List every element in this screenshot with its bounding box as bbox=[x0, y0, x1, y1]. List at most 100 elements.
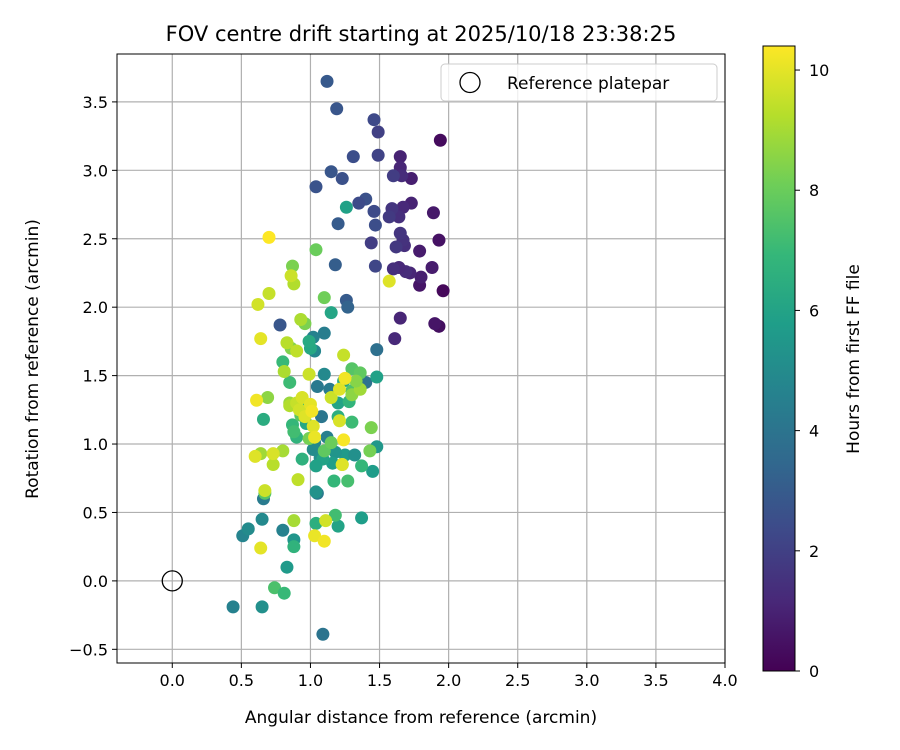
data-point bbox=[266, 458, 280, 472]
data-point bbox=[273, 318, 287, 332]
colorbar-tick-label: 6 bbox=[809, 301, 819, 320]
data-point bbox=[291, 473, 305, 487]
data-point bbox=[327, 474, 341, 488]
data-point bbox=[355, 511, 369, 525]
data-point bbox=[389, 240, 403, 254]
data-point bbox=[371, 148, 385, 162]
data-point bbox=[352, 196, 366, 210]
data-point bbox=[324, 391, 338, 405]
data-point bbox=[371, 125, 385, 139]
y-tick-label: 2.0 bbox=[83, 298, 108, 317]
colorbar-tick-label: 10 bbox=[809, 61, 829, 80]
data-point bbox=[268, 581, 282, 595]
data-point bbox=[287, 540, 301, 554]
data-point bbox=[317, 367, 331, 381]
data-point bbox=[308, 430, 322, 444]
data-point bbox=[370, 370, 384, 384]
colorbar-gradient bbox=[762, 45, 796, 672]
x-axis-ticks: 0.0 0.5 1.0 1.5 2.0 2.5 3.0 3.5 4.0 bbox=[160, 663, 738, 690]
data-point bbox=[341, 300, 355, 314]
data-point bbox=[368, 259, 382, 273]
x-tick-label: 0.5 bbox=[229, 671, 254, 690]
data-point bbox=[302, 334, 316, 348]
data-point bbox=[367, 204, 381, 218]
data-point bbox=[328, 508, 342, 522]
data-point bbox=[388, 332, 402, 346]
colorbar: 0 2 4 6 8 10 Hours from first FF file bbox=[762, 45, 864, 681]
data-point bbox=[255, 600, 269, 614]
data-point bbox=[295, 452, 309, 466]
data-point bbox=[332, 414, 346, 428]
x-axis-label: Angular distance from reference (arcmin) bbox=[245, 708, 597, 728]
data-point bbox=[255, 512, 269, 526]
y-axis-ticks: −0.5 0.0 0.5 1.0 1.5 2.0 2.5 3.0 3.5 bbox=[69, 93, 117, 659]
data-point bbox=[262, 286, 276, 300]
data-point bbox=[339, 200, 353, 214]
data-point bbox=[393, 150, 407, 164]
data-point bbox=[328, 258, 342, 272]
reference-marker-layer bbox=[161, 570, 183, 592]
data-point bbox=[256, 412, 270, 426]
data-point bbox=[337, 433, 351, 447]
data-point bbox=[294, 312, 308, 326]
data-point bbox=[302, 367, 316, 381]
data-point bbox=[337, 348, 351, 362]
data-point bbox=[310, 380, 324, 394]
data-point bbox=[324, 306, 338, 320]
data-point bbox=[280, 336, 294, 350]
colorbar-tick-label: 2 bbox=[809, 542, 819, 561]
y-tick-label: 1.0 bbox=[83, 435, 108, 454]
data-point bbox=[308, 529, 322, 543]
data-point bbox=[432, 233, 446, 247]
x-tick-label: 3.0 bbox=[574, 671, 599, 690]
data-point bbox=[382, 274, 396, 288]
data-point bbox=[335, 458, 349, 472]
data-point bbox=[335, 172, 349, 186]
data-point bbox=[261, 391, 275, 405]
data-point bbox=[315, 410, 329, 424]
data-point bbox=[306, 419, 320, 433]
data-point bbox=[345, 415, 359, 429]
data-point bbox=[250, 393, 264, 407]
data-point bbox=[283, 375, 297, 389]
data-point bbox=[324, 165, 338, 179]
data-point bbox=[309, 485, 323, 499]
plot-area-frame bbox=[116, 53, 726, 664]
data-point bbox=[309, 243, 323, 257]
colorbar-label: Hours from first FF file bbox=[844, 264, 864, 454]
data-point bbox=[285, 259, 299, 273]
data-point bbox=[305, 404, 319, 418]
x-tick-label: 2.5 bbox=[505, 671, 530, 690]
x-tick-label: 2.0 bbox=[436, 671, 461, 690]
reference-platepar-marker bbox=[161, 570, 183, 592]
data-point bbox=[251, 297, 265, 311]
data-point bbox=[317, 291, 331, 305]
y-tick-label: −0.5 bbox=[69, 640, 108, 659]
x-tick-label: 3.5 bbox=[643, 671, 668, 690]
legend: Reference platepar bbox=[440, 63, 718, 102]
data-point bbox=[276, 523, 290, 537]
data-point bbox=[324, 436, 338, 450]
data-point bbox=[386, 169, 400, 183]
data-point bbox=[433, 133, 447, 147]
data-point bbox=[366, 464, 380, 478]
data-point bbox=[393, 226, 407, 240]
colorbar-tick-label: 0 bbox=[809, 662, 819, 681]
data-point bbox=[258, 484, 272, 498]
data-point bbox=[349, 374, 363, 388]
data-point bbox=[413, 244, 427, 258]
data-point bbox=[277, 586, 291, 600]
data-point bbox=[287, 425, 301, 439]
data-point bbox=[348, 448, 362, 462]
legend-marker-icon bbox=[459, 71, 481, 94]
y-tick-label: 1.5 bbox=[83, 367, 108, 386]
data-point bbox=[414, 270, 428, 284]
data-point bbox=[248, 449, 262, 463]
data-point bbox=[426, 206, 440, 220]
data-point bbox=[332, 382, 346, 396]
data-point bbox=[317, 534, 331, 548]
y-tick-label: 3.5 bbox=[83, 93, 108, 112]
data-point bbox=[319, 514, 333, 528]
y-tick-label: 0.5 bbox=[83, 503, 108, 522]
data-point bbox=[226, 600, 240, 614]
